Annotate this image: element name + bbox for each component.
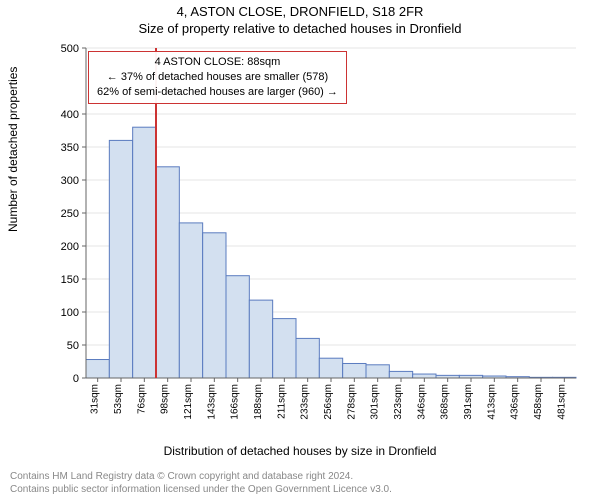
svg-text:500: 500 bbox=[61, 43, 79, 55]
svg-text:166sqm: 166sqm bbox=[230, 384, 241, 420]
title-line-1: 4, ASTON CLOSE, DRONFIELD, S18 2FR bbox=[0, 4, 600, 21]
svg-text:481sqm: 481sqm bbox=[556, 384, 567, 420]
annotation-callout: 4 ASTON CLOSE: 88sqm ← 37% of detached h… bbox=[88, 51, 347, 104]
svg-text:76sqm: 76sqm bbox=[136, 384, 147, 414]
svg-text:150: 150 bbox=[61, 274, 79, 286]
svg-text:143sqm: 143sqm bbox=[206, 384, 217, 420]
svg-text:301sqm: 301sqm bbox=[370, 384, 381, 420]
svg-text:323sqm: 323sqm bbox=[393, 384, 404, 420]
svg-text:98sqm: 98sqm bbox=[160, 384, 171, 414]
svg-text:458sqm: 458sqm bbox=[533, 384, 544, 420]
annotation-line-2: ← 37% of detached houses are smaller (57… bbox=[97, 70, 338, 85]
chart-area: 0 50 100 150 200 250 300 350 400 500 31sqm 53sqm 76s… bbox=[50, 42, 580, 422]
svg-text:50: 50 bbox=[67, 340, 79, 352]
svg-text:256sqm: 256sqm bbox=[323, 384, 334, 420]
svg-text:391sqm: 391sqm bbox=[463, 384, 474, 420]
chart-title: 4, ASTON CLOSE, DRONFIELD, S18 2FR Size … bbox=[0, 0, 600, 38]
footer-line-2: Contains public sector information licen… bbox=[10, 484, 590, 497]
svg-text:100: 100 bbox=[61, 307, 79, 319]
svg-text:350: 350 bbox=[61, 142, 79, 154]
svg-text:211sqm: 211sqm bbox=[276, 384, 287, 419]
svg-text:413sqm: 413sqm bbox=[486, 384, 497, 420]
svg-text:346sqm: 346sqm bbox=[416, 384, 427, 420]
svg-text:368sqm: 368sqm bbox=[440, 384, 451, 420]
svg-text:31sqm: 31sqm bbox=[90, 384, 101, 414]
svg-text:300: 300 bbox=[61, 175, 79, 187]
svg-text:53sqm: 53sqm bbox=[113, 384, 124, 414]
svg-text:188sqm: 188sqm bbox=[253, 384, 264, 420]
svg-text:278sqm: 278sqm bbox=[346, 384, 357, 420]
title-line-2: Size of property relative to detached ho… bbox=[0, 21, 600, 38]
y-axis-label: Number of detached properties bbox=[6, 67, 20, 232]
svg-text:400: 400 bbox=[61, 109, 79, 121]
svg-text:233sqm: 233sqm bbox=[300, 384, 311, 420]
svg-text:200: 200 bbox=[61, 241, 79, 253]
svg-text:250: 250 bbox=[61, 208, 79, 220]
svg-text:0: 0 bbox=[73, 373, 79, 385]
x-axis-label: Distribution of detached houses by size … bbox=[0, 444, 600, 458]
svg-text:436sqm: 436sqm bbox=[510, 384, 521, 420]
annotation-line-3: 62% of semi-detached houses are larger (… bbox=[97, 85, 338, 100]
footer-attribution: Contains HM Land Registry data © Crown c… bbox=[10, 471, 590, 496]
footer-line-1: Contains HM Land Registry data © Crown c… bbox=[10, 471, 590, 484]
svg-text:121sqm: 121sqm bbox=[183, 384, 194, 420]
annotation-line-1: 4 ASTON CLOSE: 88sqm bbox=[97, 55, 338, 70]
